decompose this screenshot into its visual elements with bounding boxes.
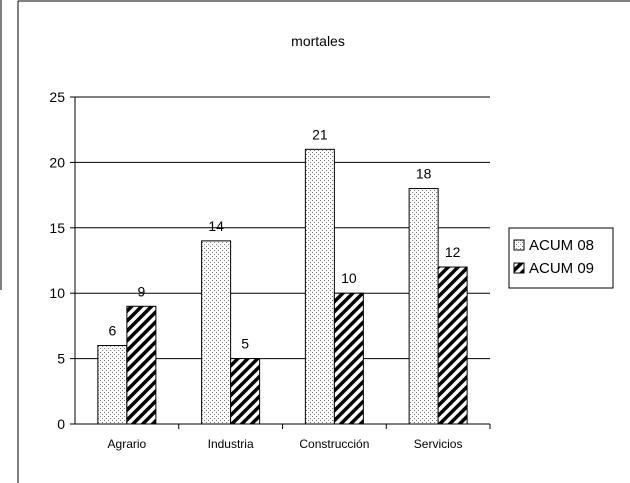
data-label: 14 <box>208 218 224 234</box>
legend-box <box>508 227 614 289</box>
x-tick-label: Construcción <box>299 437 369 451</box>
data-label: 9 <box>137 283 145 299</box>
bar-acum-09 <box>437 266 468 425</box>
y-tick-label: 10 <box>49 285 65 301</box>
y-tick-label: 15 <box>49 220 65 236</box>
data-label: 6 <box>108 323 116 339</box>
bar-acum-09 <box>333 292 364 425</box>
bar-acum-08 <box>97 345 128 425</box>
x-tick-label: Industria <box>208 437 254 451</box>
x-tick-label: Agrario <box>108 437 147 451</box>
legend-label: ACUM 09 <box>529 260 594 277</box>
bar-acum-09 <box>230 358 261 425</box>
y-tick-label: 25 <box>49 89 65 105</box>
legend: ACUM 08 ACUM 09 <box>508 227 614 289</box>
bar-acum-09 <box>126 305 157 425</box>
y-tick-label: 5 <box>57 351 65 367</box>
data-label: 21 <box>312 126 328 142</box>
x-axis: Agrario Industria Construcción Servicios <box>75 423 491 451</box>
data-label: 12 <box>445 244 461 260</box>
data-label: 18 <box>416 166 432 182</box>
y-tick-label: 0 <box>57 416 65 432</box>
bar-acum-08 <box>408 188 439 425</box>
data-label: 5 <box>241 336 249 352</box>
chart-title: mortales <box>291 33 345 49</box>
y-axis: 0 5 10 15 20 25 <box>49 89 76 432</box>
legend-swatch <box>513 239 525 251</box>
legend-swatch <box>513 262 525 274</box>
bars <box>97 148 468 425</box>
data-label: 10 <box>341 270 357 286</box>
x-tick-label: Servicios <box>414 437 463 451</box>
data-labels: 6 9 14 5 21 10 18 12 <box>108 126 460 351</box>
legend-label: ACUM 08 <box>529 237 594 254</box>
bar-acum-08 <box>304 148 335 425</box>
bar-acum-08 <box>201 240 232 425</box>
y-tick-label: 20 <box>49 154 65 170</box>
